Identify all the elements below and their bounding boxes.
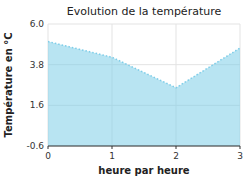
grid-line — [48, 24, 240, 25]
plot-area — [48, 42, 240, 146]
y-tick-label: 1.6 — [30, 100, 45, 110]
chart: 0 1 2 3 -0.6 1.6 3.8 6.0 Evolution de la tempéra… — [0, 0, 250, 188]
title: Evolution de la température — [67, 5, 222, 18]
x-tick-label: 0 — [45, 151, 51, 161]
grid-line — [48, 146, 240, 147]
x-tick-label: 3 — [237, 151, 243, 161]
line — [48, 42, 240, 88]
area — [48, 42, 240, 146]
x-tick — [176, 146, 177, 149]
x-axis-line — [48, 146, 240, 147]
x-tick — [112, 146, 113, 149]
y-tick-label: 6.0 — [30, 19, 45, 29]
x-tick-label: 2 — [173, 151, 179, 161]
x-tick — [48, 146, 49, 149]
x-axis-label: heure par heure — [98, 165, 189, 176]
grid — [48, 24, 240, 146]
y-axis-label: Température en °C — [3, 32, 14, 137]
y-tick-label: 3.8 — [30, 60, 45, 70]
x-tick — [240, 146, 241, 149]
axes: 0 1 2 3 -0.6 1.6 3.8 6.0 — [26, 19, 242, 161]
x-tick-label: 1 — [109, 151, 115, 161]
y-tick-label: -0.6 — [26, 141, 44, 151]
